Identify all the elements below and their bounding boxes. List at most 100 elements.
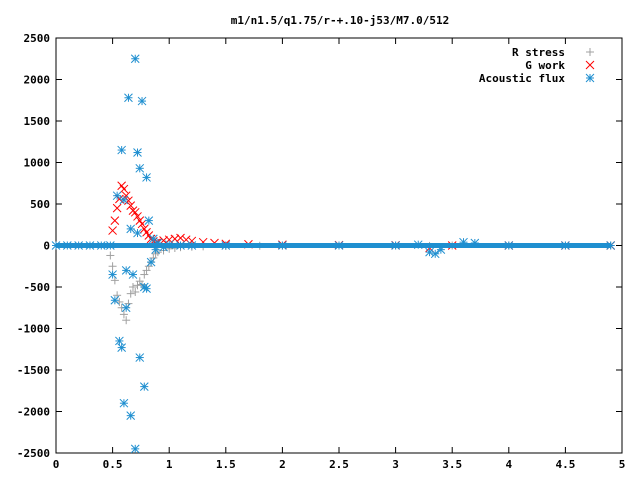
- y-tick-label: -2500: [17, 447, 50, 460]
- data-point: [124, 299, 133, 308]
- x-tick-label: 2: [279, 458, 286, 471]
- data-point: [135, 353, 145, 362]
- marker-stroke: [470, 238, 480, 248]
- data-point: [561, 241, 570, 250]
- data-point: [176, 233, 185, 243]
- data-point: [470, 238, 480, 248]
- data-point: [137, 219, 147, 229]
- data-point: [278, 241, 287, 250]
- x-tick-label: 4: [505, 458, 512, 471]
- marker-stroke: [121, 266, 131, 275]
- marker-stroke: [105, 241, 115, 250]
- data-point: [110, 295, 120, 305]
- marker-stroke: [176, 233, 185, 243]
- marker-stroke: [110, 295, 120, 305]
- legend-label: R stress: [512, 46, 565, 59]
- y-tick-label: -1500: [17, 364, 50, 377]
- data-point: [606, 241, 616, 250]
- marker-stroke: [430, 249, 440, 259]
- data-point: [149, 253, 158, 262]
- marker-stroke: [139, 382, 149, 391]
- marker-stroke: [164, 240, 174, 250]
- marker-stroke: [117, 145, 127, 155]
- x-tick-label: 2.5: [329, 458, 349, 471]
- data-point: [144, 216, 154, 225]
- marker-stroke: [124, 196, 133, 206]
- data-point: [126, 411, 136, 421]
- marker-stroke: [126, 411, 136, 421]
- data-point: [112, 191, 122, 201]
- data-point: [133, 212, 142, 221]
- marker-stroke: [124, 93, 133, 103]
- data-point: [85, 241, 95, 250]
- marker-stroke: [62, 241, 72, 250]
- data-point: [151, 245, 160, 255]
- marker-stroke: [221, 241, 231, 250]
- y-tick-label: 500: [30, 198, 50, 211]
- data-point: [105, 241, 115, 250]
- marker-stroke: [142, 173, 151, 182]
- data-point: [126, 201, 136, 211]
- data-point: [126, 224, 136, 234]
- marker-stroke: [585, 60, 595, 70]
- marker-stroke: [119, 184, 129, 194]
- marker-stroke: [133, 228, 142, 238]
- y-tick-label: -500: [24, 281, 51, 294]
- data-point: [425, 247, 434, 257]
- marker-stroke: [144, 231, 154, 240]
- legend-label: Acoustic flux: [479, 72, 565, 85]
- marker-stroke: [126, 201, 136, 211]
- data-point: [112, 203, 122, 213]
- marker-stroke: [110, 216, 120, 225]
- marker-stroke: [128, 270, 138, 279]
- marker-stroke: [115, 336, 124, 346]
- data-point: [142, 284, 151, 294]
- data-point: [96, 241, 106, 250]
- x-tick-label: 0.5: [103, 458, 123, 471]
- data-point: [122, 316, 131, 325]
- marker-stroke: [119, 195, 129, 205]
- data-point: [131, 287, 140, 296]
- series-layer: [51, 54, 616, 454]
- marker-stroke: [108, 226, 117, 235]
- y-tick-label: -1000: [17, 323, 50, 336]
- data-point: [108, 262, 117, 271]
- marker-stroke: [142, 227, 151, 237]
- marker-stroke: [561, 241, 570, 250]
- data-point: [108, 226, 117, 235]
- x-tick-label: 4.5: [555, 458, 575, 471]
- x-tick-label: 1.5: [216, 458, 236, 471]
- marker-stroke: [130, 444, 140, 454]
- marker-stroke: [119, 398, 129, 408]
- marker-stroke: [112, 203, 122, 213]
- x-tick-label: 1: [166, 458, 173, 471]
- data-point: [117, 145, 127, 155]
- data-point: [124, 93, 133, 103]
- marker-stroke: [391, 241, 400, 250]
- data-point: [142, 173, 151, 182]
- data-point: [139, 382, 149, 391]
- y-tick-label: 1500: [24, 115, 51, 128]
- data-point: [133, 228, 142, 238]
- y-tick-label: 1000: [24, 157, 51, 170]
- data-point: [221, 241, 231, 250]
- legend-label: G work: [525, 59, 565, 72]
- marker-stroke: [585, 73, 595, 83]
- data-point: [62, 241, 72, 250]
- marker-stroke: [74, 241, 83, 250]
- marker-stroke: [413, 240, 423, 250]
- legend-marker: [585, 73, 595, 83]
- data-point: [130, 207, 140, 217]
- data-point: [135, 163, 145, 173]
- legend-marker: [585, 60, 595, 70]
- marker-stroke: [121, 303, 131, 313]
- marker-stroke: [135, 216, 145, 225]
- data-point: [436, 245, 446, 255]
- series-g-work: [108, 181, 616, 253]
- data-point: [413, 240, 423, 250]
- data-point: [119, 310, 128, 319]
- y-tick-label: 2000: [24, 74, 51, 87]
- data-point: [133, 281, 142, 290]
